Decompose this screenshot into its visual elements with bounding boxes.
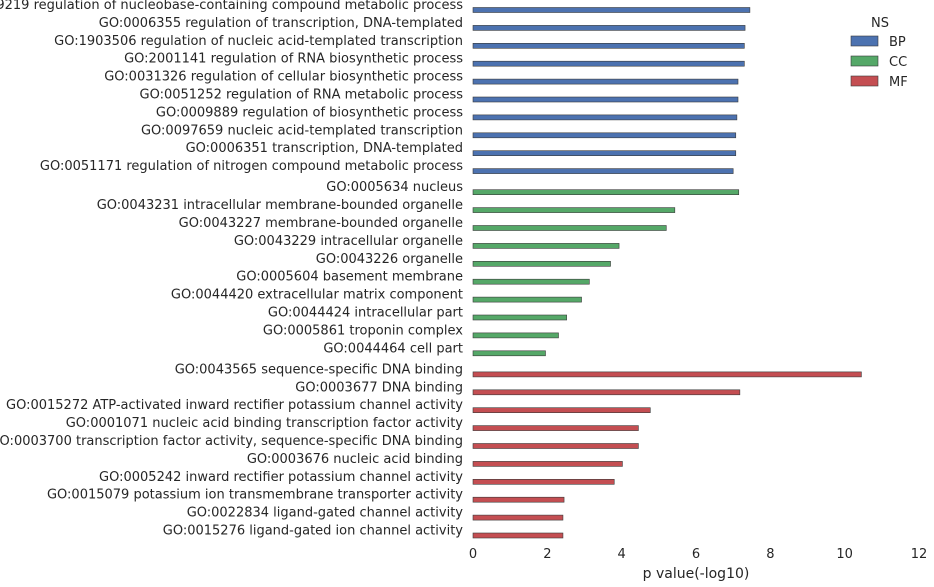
category-label: GO:0097659 nucleic acid-templated transc… bbox=[141, 123, 463, 138]
bar-bp bbox=[472, 7, 751, 13]
legend-title: NS bbox=[871, 16, 889, 31]
category-label: GO:0044424 intracellular part bbox=[268, 306, 463, 321]
category-label: GO:0005634 nucleus bbox=[326, 180, 463, 195]
bar-bp bbox=[472, 78, 739, 85]
bar-mf bbox=[472, 478, 615, 485]
bar-cc bbox=[472, 225, 667, 231]
category-label: GO:0005604 basement membrane bbox=[236, 270, 463, 285]
x-tick-label: 4 bbox=[618, 547, 626, 562]
bar-bp bbox=[472, 132, 737, 139]
category-label: GO:0005861 troponin complex bbox=[263, 323, 463, 338]
category-label: GO:0051171 regulation of nitrogen compou… bbox=[40, 159, 463, 174]
category-label: GO:0051252 regulation of RNA metabolic p… bbox=[140, 88, 464, 103]
category-label: GO:0003677 DNA binding bbox=[295, 380, 463, 395]
bar-cc bbox=[472, 207, 676, 213]
category-label: GO:0006355 regulation of transcription, … bbox=[99, 16, 463, 31]
category-label: GO:0043226 organelle bbox=[316, 252, 463, 267]
x-tick-label: 12 bbox=[911, 547, 928, 562]
category-label: GO:0009889 regulation of biosynthetic pr… bbox=[156, 105, 463, 120]
bars-layer bbox=[472, 7, 862, 539]
bar-bp bbox=[472, 42, 745, 49]
x-tick-label: 6 bbox=[692, 547, 700, 562]
bar-mf bbox=[472, 371, 862, 378]
category-label: GO:0003676 nucleic acid binding bbox=[247, 452, 463, 467]
category-label: GO:0031326 regulation of cellular biosyn… bbox=[104, 70, 463, 85]
bar-mf bbox=[472, 514, 564, 521]
category-label: GO:0043227 membrane-bounded organelle bbox=[179, 216, 463, 231]
x-tick-label: 8 bbox=[766, 547, 774, 562]
category-label: GO:0005242 inward rectifier potassium ch… bbox=[99, 470, 463, 485]
bar-cc bbox=[472, 296, 582, 303]
bar-mf bbox=[472, 496, 565, 503]
bar-bp bbox=[472, 60, 745, 67]
legend-swatch-cc bbox=[850, 55, 879, 67]
legend-swatch-mf bbox=[850, 75, 879, 87]
legend-label-cc: CC bbox=[889, 55, 907, 70]
bar-cc bbox=[472, 260, 611, 267]
category-label: GO:0015276 ligand-gated ion channel acti… bbox=[163, 524, 464, 539]
bar-cc bbox=[472, 314, 567, 321]
category-label: GO:0015272 ATP-activated inward rectifie… bbox=[6, 398, 463, 413]
bar-cc bbox=[472, 243, 620, 249]
category-label: GO:0006351 transcription, DNA-templated bbox=[186, 141, 463, 156]
category-label: GO:0019219 regulation of nucleobase-cont… bbox=[0, 0, 463, 13]
category-label: GO:0043229 intracellular organelle bbox=[234, 234, 463, 249]
category-label: GO:0015079 potassium ion transmembrane t… bbox=[47, 488, 463, 503]
bar-cc bbox=[472, 189, 740, 195]
category-label: GO:0044420 extracellular matrix componen… bbox=[171, 288, 463, 303]
bar-mf bbox=[472, 407, 651, 414]
x-axis-title: p value(-log10) bbox=[643, 566, 750, 582]
category-labels: GO:0019219 regulation of nucleobase-cont… bbox=[0, 0, 463, 539]
category-label: GO:2001141 regulation of RNA biosyntheti… bbox=[124, 52, 463, 67]
bar-bp bbox=[472, 96, 739, 103]
x-tick-label: 2 bbox=[543, 547, 551, 562]
bar-mf bbox=[472, 425, 639, 431]
bar-cc bbox=[472, 350, 546, 357]
category-label: GO:0043565 sequence-specific DNA binding bbox=[175, 362, 463, 377]
bar-cc bbox=[472, 332, 559, 339]
bar-bp bbox=[472, 114, 738, 121]
category-label: GO:0001071 nucleic acid binding transcri… bbox=[66, 416, 464, 431]
x-tick-label: 0 bbox=[469, 547, 477, 562]
legend-swatch-bp bbox=[850, 35, 879, 47]
bar-bp bbox=[472, 168, 734, 174]
legend: NS BP CC MF bbox=[850, 16, 908, 90]
legend-label-bp: BP bbox=[889, 35, 906, 50]
legend-label-mf: MF bbox=[889, 75, 908, 90]
bar-mf bbox=[472, 443, 639, 449]
x-axis: p value(-log10) 0 2 4 6 8 10 12 bbox=[469, 547, 927, 582]
x-tick-label: 10 bbox=[836, 547, 853, 562]
bar-bp bbox=[472, 150, 737, 156]
category-label: GO:0022834 ligand-gated channel activity bbox=[187, 506, 464, 521]
bar-cc bbox=[472, 278, 590, 285]
category-label: GO:0003700 transcription factor activity… bbox=[0, 434, 463, 449]
bar-bp bbox=[472, 25, 746, 31]
category-label: GO:1903506 regulation of nucleic acid-te… bbox=[54, 34, 463, 49]
category-label: GO:0044464 cell part bbox=[323, 341, 463, 356]
bar-mf bbox=[472, 389, 741, 396]
category-label: GO:0043231 intracellular membrane-bounde… bbox=[97, 198, 463, 213]
bar-mf bbox=[472, 461, 623, 467]
bar-mf bbox=[472, 532, 564, 539]
